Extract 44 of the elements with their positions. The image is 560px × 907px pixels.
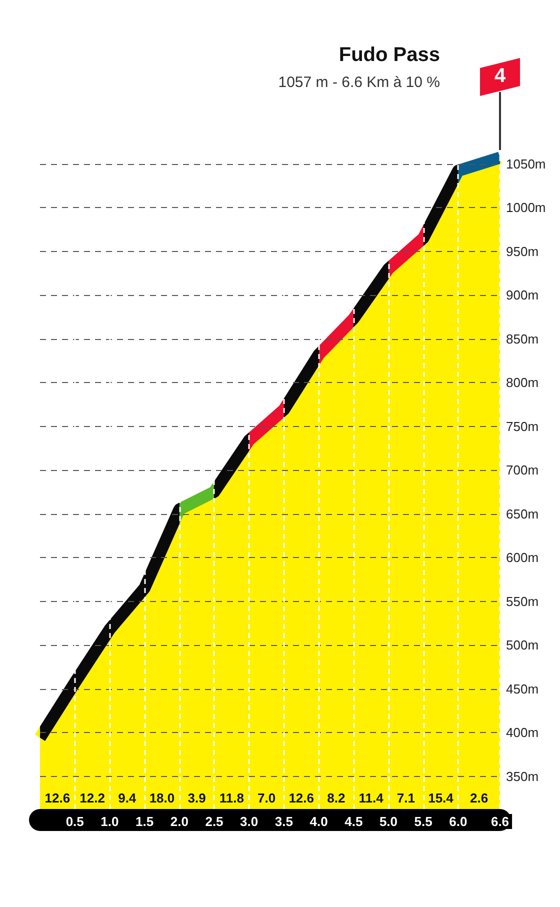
y-tick-label: 350m [506, 768, 539, 784]
annotation: 11.8 [219, 790, 244, 806]
chart-subtitle: 1057 m - 6.6 Km à 10 % [278, 74, 440, 91]
x-tick-label: 1.0 [100, 814, 119, 829]
x-tick-label: 1.5 [136, 814, 154, 829]
annotation: 15.4 [428, 790, 454, 806]
x-tick-label: 4.5 [344, 814, 363, 829]
y-tick-label: 400m [506, 725, 539, 740]
y-tick-label: 450m [506, 681, 539, 696]
annotation: 11.4 [358, 790, 384, 806]
annotation: 12.6 [288, 790, 314, 806]
annotation: 3.9 [188, 790, 206, 806]
y-tick-label: 1050m [506, 156, 546, 172]
x-tick-label: 6.6 [490, 814, 510, 829]
annotation: 7.0 [257, 790, 276, 806]
y-tick-label: 750m [506, 418, 539, 434]
annotation: 7.1 [396, 790, 415, 806]
y-tick-label: 900m [506, 288, 539, 302]
annotation: 9.4 [118, 790, 137, 806]
annotation: 12.6 [44, 790, 70, 806]
chart-title: Fudo Pass [338, 44, 440, 66]
y-tick-label: 650m [506, 506, 539, 522]
annotation: 12.2 [80, 790, 105, 806]
y-tick-label: 850m [506, 331, 539, 346]
annotation: 2.6 [470, 790, 488, 806]
x-tick-label: 5.0 [379, 814, 398, 829]
y-tick-label: 700m [506, 462, 539, 478]
x-tick-label: 3.0 [240, 814, 258, 829]
y-tick-label: 500m [506, 638, 539, 652]
x-tick-label: 3.5 [274, 814, 293, 829]
x-tick-label: 4.0 [310, 814, 328, 829]
annotation: 18.0 [149, 790, 175, 806]
y-tick-label: 600m [506, 550, 539, 565]
x-tick-label: 2.5 [205, 814, 224, 829]
x-tick-label: 5.5 [414, 814, 432, 829]
x-tick-label: 2.0 [170, 814, 188, 829]
annotation: 8.2 [327, 790, 346, 806]
x-tick-label: 6.0 [449, 814, 468, 829]
text: 4 [493, 64, 507, 88]
y-tick-label: 800m [506, 375, 539, 390]
y-tick-label: 1000m [506, 200, 546, 215]
y-tick-label: 950m [506, 244, 539, 259]
y-tick-label: 550m [506, 594, 539, 609]
x-tick-label: 0.5 [66, 814, 84, 829]
